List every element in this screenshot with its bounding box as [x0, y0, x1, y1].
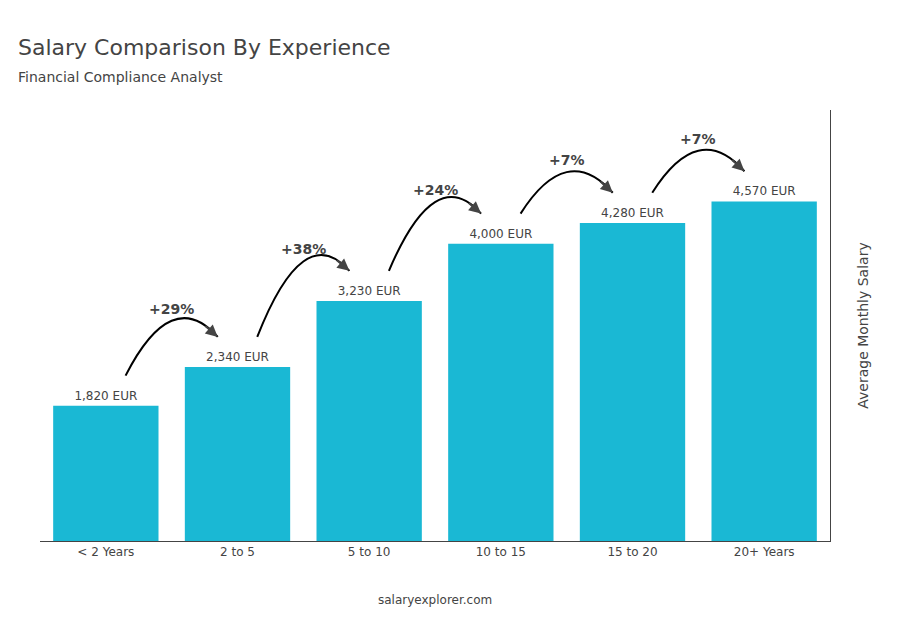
svg-text:3,230 EUR: 3,230 EUR: [338, 284, 401, 298]
svg-text:+29%: +29%: [149, 301, 194, 317]
svg-text:1,820 EUR: 1,820 EUR: [74, 389, 137, 403]
svg-text:20+ Years: 20+ Years: [734, 545, 795, 559]
svg-text:Average Monthly Salary: Average Monthly Salary: [855, 242, 871, 408]
svg-text:Salary Comparison By Experienc: Salary Comparison By Experience: [18, 35, 391, 60]
svg-text:15 to 20: 15 to 20: [607, 545, 657, 559]
svg-text:10 to 15: 10 to 15: [476, 545, 526, 559]
svg-text:4,000 EUR: 4,000 EUR: [469, 227, 532, 241]
svg-text:+7%: +7%: [549, 152, 585, 168]
svg-text:+7%: +7%: [680, 131, 716, 147]
svg-text:4,570 EUR: 4,570 EUR: [733, 184, 796, 198]
svg-text:salaryexplorer.com: salaryexplorer.com: [378, 593, 492, 607]
svg-text:2,340 EUR: 2,340 EUR: [206, 350, 269, 364]
svg-text:+24%: +24%: [413, 182, 458, 198]
svg-text:Financial Compliance Analyst: Financial Compliance Analyst: [18, 69, 223, 85]
svg-text:4,280 EUR: 4,280 EUR: [601, 206, 664, 220]
svg-text:2 to 5: 2 to 5: [220, 545, 255, 559]
svg-text:5 to 10: 5 to 10: [348, 545, 391, 559]
svg-text:< 2 Years: < 2 Years: [77, 545, 134, 559]
svg-text:+38%: +38%: [281, 241, 326, 257]
